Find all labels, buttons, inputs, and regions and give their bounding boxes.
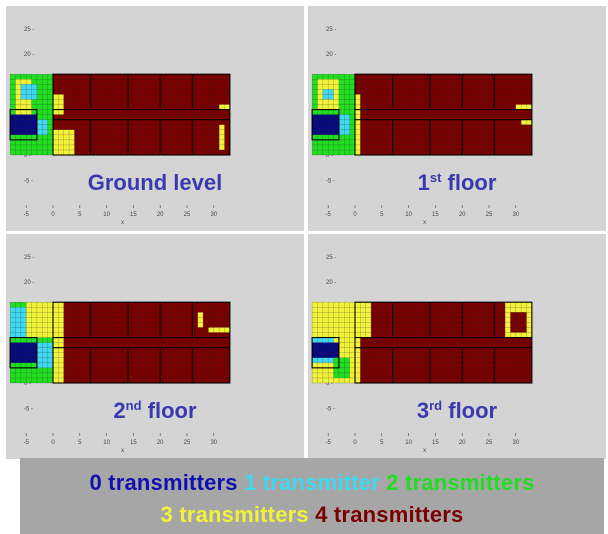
x-tick-label: 30 [210,212,217,218]
coverage-region [36,342,53,368]
x-axis-label: x [423,220,426,226]
x-tick-label: 5 [380,440,384,446]
coverage-region [20,84,37,100]
y-tick-label: 0 - [24,153,31,159]
legend: 0 transmitters 1 transmitter 2 transmitt… [20,458,604,534]
cell-grid [311,302,533,384]
legend-entry-2: 2 transmitters [386,470,535,495]
x-tick-label: 15 [432,212,439,218]
y-tick-label: 25 - [24,27,34,33]
x-tick-label: 30 [512,212,519,218]
x-tick-label: 20 [157,212,164,218]
x-tick-label: 25 [184,212,191,218]
coverage-region [515,104,532,110]
x-tick-label: 0 [51,212,55,218]
heatmap-2nd-floor: 25 -20 -15 -10 -5 -0 --5 --5051015202530… [9,255,231,454]
legend-entry-3: 3 transmitters [160,502,309,527]
x-tick-label: 10 [103,212,110,218]
x-tick-label: 15 [432,440,439,446]
y-tick-label: 0 - [326,153,333,159]
panel-1st-floor: 25 -20 -15 -10 -5 -0 --5 --5051015202530… [308,6,606,231]
x-tick-label: 0 [353,212,357,218]
room-outlines [9,73,231,156]
coverage-region [197,312,204,328]
x-tick-label: -5 [24,212,30,218]
x-tick-label: 25 [184,440,191,446]
y-tick-label: -5 - [326,406,335,412]
y-tick-label: 25 - [24,255,34,261]
panel-3rd-floor: 25 -20 -15 -10 -5 -0 --5 --5051015202530… [308,234,606,459]
y-tick-label: 20 - [326,52,336,58]
panel-title: Ground level [88,170,222,195]
coverage-region [355,337,361,383]
panel-2nd-floor: 25 -20 -15 -10 -5 -0 --5 --5051015202530… [6,234,304,459]
legend-entry-0: 0 transmitters [89,470,238,495]
x-tick-label: 30 [210,440,217,446]
room-outlines [311,301,533,384]
y-tick-label: 0 - [24,381,31,387]
coverage-region [355,302,372,338]
x-axis-label: x [121,220,124,226]
legend-entry-1: 1 transmitter [244,470,380,495]
x-tick-label: 10 [103,440,110,446]
x-tick-label: 20 [459,440,466,446]
x-tick-label: 5 [78,440,82,446]
cell-grid [9,74,231,156]
y-tick-label: 20 - [24,52,34,58]
panel-title: 1st floor [418,170,497,195]
x-tick-label: -5 [326,212,332,218]
y-tick-label: -5 - [24,178,33,184]
x-tick-label: 15 [130,212,137,218]
x-tick-label: -5 [24,440,30,446]
x-tick-label: 0 [353,440,357,446]
legend-line-1: 0 transmitters 1 transmitter 2 transmitt… [20,470,604,496]
y-tick-label: -5 - [326,178,335,184]
room-outlines [9,301,231,384]
x-tick-label: 10 [405,212,412,218]
legend-entry-4: 4 transmitters [315,502,464,527]
x-tick-label: 15 [130,440,137,446]
coverage-region [219,124,225,150]
x-axis-label: x [423,448,426,454]
x-tick-label: 10 [405,440,412,446]
panel-title: 3rd floor [417,398,498,423]
heatmap-ground-level: 25 -20 -15 -10 -5 -0 --5 --5051015202530… [9,27,231,226]
x-tick-label: 20 [459,212,466,218]
y-tick-label: 20 - [24,280,34,286]
y-tick-label: 25 - [326,255,336,261]
coverage-region [26,302,53,338]
heatmap-3rd-floor: 25 -20 -15 -10 -5 -0 --5 --5051015202530… [311,255,533,454]
y-tick-label: 25 - [326,27,336,33]
x-tick-label: 30 [512,440,519,446]
legend-line-2: 3 transmitters 4 transmitters [20,502,604,528]
x-tick-label: 5 [380,212,384,218]
x-tick-label: 20 [157,440,164,446]
y-tick-label: 20 - [326,280,336,286]
heatmap-1st-floor: 25 -20 -15 -10 -5 -0 --5 --5051015202530… [311,27,533,226]
x-tick-label: 25 [486,440,493,446]
x-tick-label: 0 [51,440,55,446]
x-tick-label: 5 [78,212,82,218]
x-axis-label: x [121,448,124,454]
room-outlines [311,73,533,156]
coverage-region [312,342,339,358]
panel-ground-level: 25 -20 -15 -10 -5 -0 --5 --5051015202530… [6,6,304,231]
y-tick-label: 0 - [326,381,333,387]
panel-title: 2nd floor [113,398,197,423]
y-tick-label: -5 - [24,406,33,412]
x-tick-label: -5 [326,440,332,446]
x-tick-label: 25 [486,212,493,218]
